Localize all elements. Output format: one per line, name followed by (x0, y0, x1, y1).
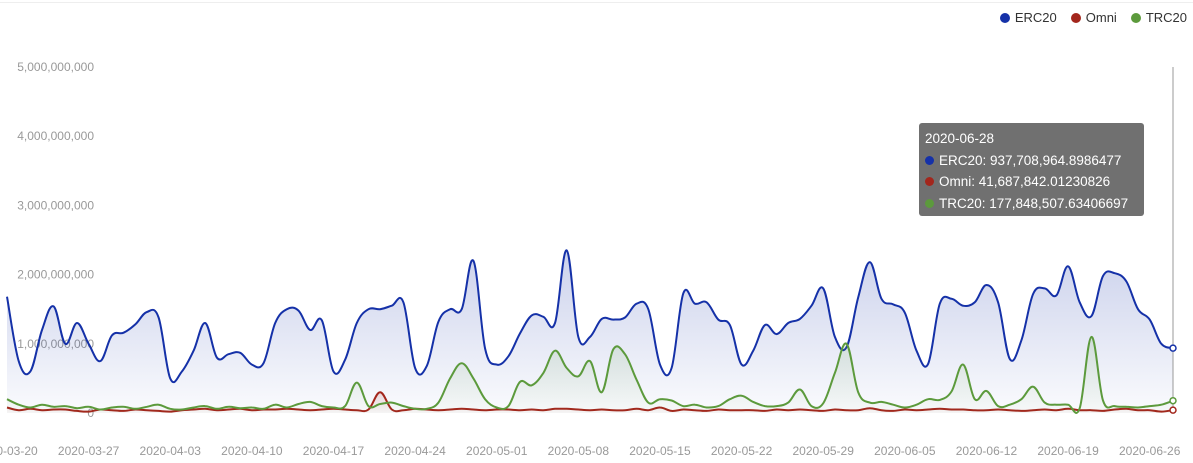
tooltip-row-erc20: ERC20: 937,708,964.8986477 (925, 150, 1138, 172)
hover-point-omni (1169, 406, 1177, 414)
legend: ERC20 Omni TRC20 (999, 10, 1187, 25)
hover-point-trc20 (1169, 396, 1177, 405)
legend-item-omni[interactable]: Omni (1070, 10, 1117, 25)
series-area-erc20 (7, 250, 1173, 413)
tooltip-row-trc20: TRC20: 177,848,507.63406697 (925, 193, 1138, 215)
legend-label-trc20: TRC20 (1145, 10, 1187, 25)
x-tick-label: 2020-06-12 (956, 444, 1018, 458)
series-line-erc20[interactable] (6, 249, 1174, 384)
y-tick-label: 4,000,000,000 (17, 129, 94, 143)
series-area-trc20 (7, 336, 1173, 413)
y-tick-label: 2,000,000,000 (17, 268, 94, 282)
legend-label-erc20: ERC20 (1014, 10, 1057, 25)
x-tick-label: 2020-05-01 (466, 444, 528, 458)
legend-label-omni: Omni (1085, 10, 1117, 25)
legend-dot-trc20 (1130, 12, 1141, 23)
legend-item-trc20[interactable]: TRC20 (1130, 10, 1187, 25)
x-tick-label: 2020-04-24 (384, 444, 446, 458)
x-tick-label: 2020-06-19 (1037, 444, 1099, 458)
x-tick-label: 2020-06-26 (1119, 444, 1181, 458)
tooltip-date: 2020-06-28 (925, 131, 995, 146)
y-tick-label: 5,000,000,000 (17, 60, 94, 74)
x-tick-label: 2020-04-17 (303, 444, 365, 458)
top-border (0, 2, 1193, 3)
tooltip-dot-erc20 (925, 155, 934, 165)
legend-dot-omni (1070, 12, 1081, 23)
x-tick-label: 2020-05-15 (629, 444, 691, 458)
x-tick-label: 2020-05-29 (793, 444, 855, 458)
x-tick-label: 2020-04-10 (221, 444, 283, 458)
tooltip-row-omni: Omni: 41,687,842.01230826 (925, 171, 1138, 193)
tooltip-text-trc20: TRC20: 177,848,507.63406697 (939, 195, 1129, 211)
tooltip-text-omni: Omni: 41,687,842.01230826 (939, 174, 1111, 189)
legend-item-erc20[interactable]: ERC20 (999, 10, 1057, 25)
x-tick-label: 2020-04-03 (140, 444, 202, 458)
tooltip-dot-trc20 (925, 198, 934, 208)
tooltip: 2020-06-28 ERC20: 937,708,964.8986477 Om… (919, 123, 1144, 216)
x-tick-label: 2020-06-05 (874, 444, 936, 458)
series-line-trc20[interactable] (6, 335, 1174, 414)
x-tick-label: 2020-03-27 (58, 444, 120, 458)
x-tick-label: 2020-05-22 (711, 444, 773, 458)
y-tick-label: 3,000,000,000 (17, 198, 94, 212)
tooltip-dot-omni (925, 177, 934, 187)
tooltip-text-erc20: ERC20: 937,708,964.8986477 (939, 152, 1122, 168)
legend-dot-erc20 (999, 12, 1010, 23)
hover-point-erc20 (1169, 344, 1177, 352)
x-tick-label: 2020-05-08 (548, 444, 610, 458)
x-tick-label: 2020-03-20 (0, 444, 38, 458)
